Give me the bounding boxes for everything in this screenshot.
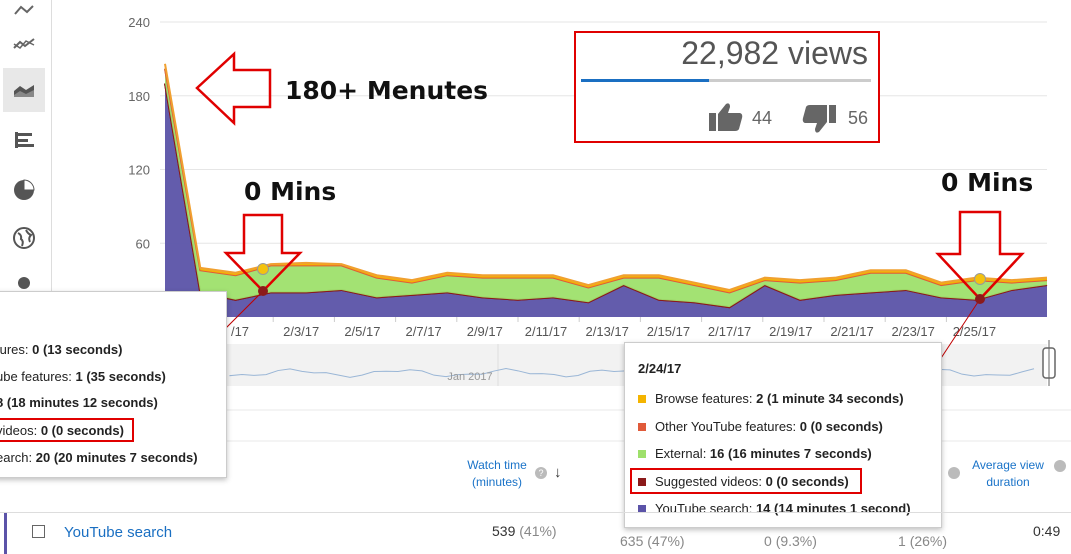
- x-tick-label: 2/19/17: [769, 324, 812, 339]
- navigator-label: Jan 2017: [447, 371, 492, 383]
- red-arrow-down: [223, 213, 303, 293]
- row-indicator-bar: [4, 513, 7, 554]
- y-tick-label: 60: [136, 236, 150, 251]
- y-tick-label: 240: [128, 15, 150, 30]
- x-tick-label: 2/7/17: [406, 324, 442, 339]
- tooltip-date: 2/24/17: [638, 361, 682, 376]
- pie-chart-icon[interactable]: [3, 168, 45, 212]
- tooltip-right: 2/24/17 Browse features: 2 (1 minute 34 …: [624, 342, 942, 528]
- thumbs-up-icon[interactable]: [708, 101, 744, 138]
- views-summary-panel: 22,982 views 44 56: [574, 31, 880, 143]
- y-tick-label: 120: [128, 163, 150, 178]
- row-watch-time: 539 (41%): [492, 523, 557, 539]
- annotation-zero-mins-left: 0 Mins: [244, 177, 337, 206]
- row-checkbox[interactable]: [32, 525, 45, 538]
- x-tick-label: 2/15/17: [647, 324, 690, 339]
- stacked-area-icon[interactable]: [3, 68, 45, 112]
- series-area-browse-features[interactable]: [165, 63, 1047, 293]
- x-tick-label: 2/5/17: [344, 324, 380, 339]
- highlight-box-left: [0, 418, 134, 442]
- tooltip-left-row: earch: 20 (20 minutes 7 seconds): [0, 450, 198, 465]
- x-tick-label: 2/3/17: [283, 324, 319, 339]
- x-tick-label: 2/23/17: [892, 324, 935, 339]
- annotation-zero-mins-right: 0 Mins: [941, 168, 1034, 197]
- likes-count: 44: [752, 108, 773, 128]
- tooltip-left-row: videos: 0 (0 seconds): [0, 423, 124, 438]
- help-icon[interactable]: [1054, 460, 1066, 472]
- tooltip-row-external: External: 16 (16 minutes 7 seconds): [638, 446, 872, 461]
- data-point-marker: [257, 263, 269, 275]
- table-row: YouTube search 539 (41%) 635 (47%) 0 (9.…: [0, 512, 1071, 554]
- annotation-180-minutes: 180+ Menutes: [285, 76, 489, 105]
- bar-chart-icon[interactable]: [3, 118, 45, 162]
- data-point-marker: [975, 294, 985, 304]
- red-arrow-down: [935, 210, 1025, 301]
- highlight-box-right: [630, 468, 862, 494]
- views-count: 22,982 views: [681, 35, 868, 71]
- row-avg-duration: 0:49: [1033, 523, 1061, 539]
- sort-down-arrow-icon[interactable]: ↓: [554, 464, 562, 481]
- trend-line-icon[interactable]: [3, 22, 45, 66]
- red-arrow-left: [195, 51, 272, 126]
- series-line: [164, 63, 1048, 291]
- x-tick-label: 2/17/17: [708, 324, 751, 339]
- x-tick-label: /17: [231, 324, 249, 339]
- data-point-marker: [974, 273, 986, 285]
- x-tick-label: 2/25/17: [953, 324, 996, 339]
- header-watch-time[interactable]: Watch time (minutes): [467, 458, 527, 489]
- tooltip-left-row: ube features: 1 (35 seconds): [0, 369, 166, 384]
- globe-icon[interactable]: [3, 216, 45, 260]
- x-tick-label: 2/21/17: [830, 324, 873, 339]
- row-views: 635 (47%): [620, 533, 685, 549]
- help-icon[interactable]: [948, 467, 960, 479]
- chart-type-toolbar: [0, 0, 52, 300]
- help-icon[interactable]: ?: [535, 467, 547, 479]
- tooltip-left-row: tures: 0 (13 seconds): [0, 342, 123, 357]
- tooltip-left: tures: 0 (13 seconds) ube features: 1 (3…: [0, 291, 227, 478]
- row-col4: 1 (26%): [898, 533, 948, 549]
- tooltip-row-browse: Browse features: 2 (1 minute 34 seconds): [638, 391, 904, 406]
- thumbs-down-icon[interactable]: [801, 103, 837, 140]
- y-tick-label: 180: [128, 89, 150, 104]
- row-source-link[interactable]: YouTube search: [64, 524, 173, 541]
- dislikes-count: 56: [848, 108, 869, 128]
- row-col3: 0 (9.3%): [764, 533, 817, 549]
- x-tick-label: 2/9/17: [467, 324, 503, 339]
- x-tick-label: 2/11/17: [525, 324, 567, 339]
- tooltip-row-other: Other YouTube features: 0 (0 seconds): [638, 419, 883, 434]
- dot-icon[interactable]: [3, 264, 45, 298]
- like-ratio-bar: [581, 79, 871, 82]
- tooltip-row-suggested: Suggested videos: 0 (0 seconds): [638, 474, 849, 489]
- x-tick-label: 2/13/17: [586, 324, 629, 339]
- tooltip-left-row: 8 (18 minutes 12 seconds): [0, 395, 158, 410]
- trend-line-icon[interactable]: [3, 0, 45, 20]
- data-point-marker: [258, 286, 268, 296]
- header-avg-view-duration[interactable]: Average view duration: [972, 458, 1044, 489]
